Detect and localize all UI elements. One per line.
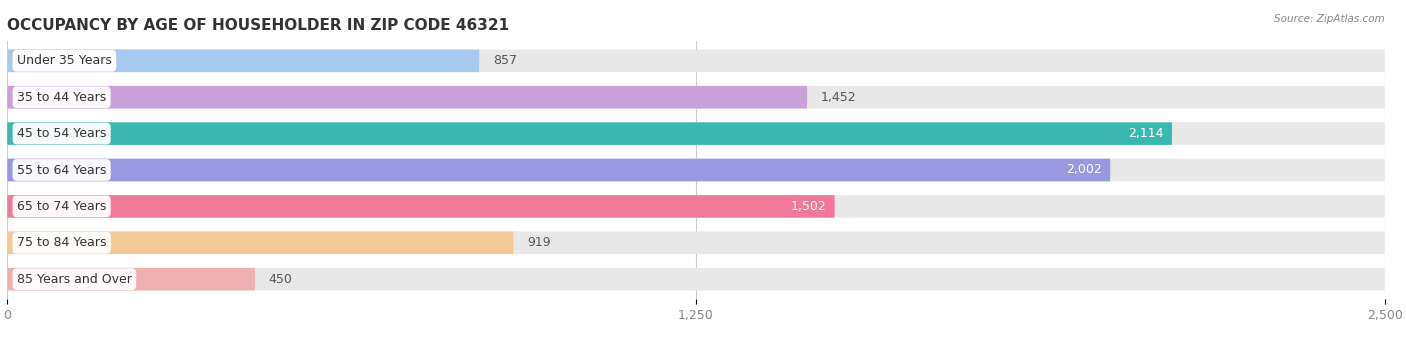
Text: OCCUPANCY BY AGE OF HOUSEHOLDER IN ZIP CODE 46321: OCCUPANCY BY AGE OF HOUSEHOLDER IN ZIP C… [7,18,509,33]
Text: 1,452: 1,452 [821,91,856,104]
Text: 85 Years and Over: 85 Years and Over [17,273,132,286]
FancyBboxPatch shape [7,122,1173,145]
Text: 857: 857 [494,54,517,67]
Text: Under 35 Years: Under 35 Years [17,54,112,67]
FancyBboxPatch shape [7,195,835,218]
FancyBboxPatch shape [7,50,1385,72]
Text: 2,114: 2,114 [1129,127,1164,140]
Text: Source: ZipAtlas.com: Source: ZipAtlas.com [1274,14,1385,23]
FancyBboxPatch shape [7,122,1385,145]
Text: 1,502: 1,502 [790,200,827,213]
Text: 919: 919 [527,236,551,249]
FancyBboxPatch shape [7,232,1385,254]
FancyBboxPatch shape [7,159,1385,181]
FancyBboxPatch shape [7,268,254,290]
FancyBboxPatch shape [7,268,1385,290]
Text: 45 to 54 Years: 45 to 54 Years [17,127,107,140]
Text: 55 to 64 Years: 55 to 64 Years [17,164,107,176]
FancyBboxPatch shape [7,232,513,254]
Text: 2,002: 2,002 [1066,164,1102,176]
FancyBboxPatch shape [7,195,1385,218]
FancyBboxPatch shape [7,159,1111,181]
Text: 450: 450 [269,273,292,286]
Text: 75 to 84 Years: 75 to 84 Years [17,236,107,249]
Text: 35 to 44 Years: 35 to 44 Years [17,91,107,104]
FancyBboxPatch shape [7,50,479,72]
FancyBboxPatch shape [7,86,807,108]
Text: 65 to 74 Years: 65 to 74 Years [17,200,107,213]
FancyBboxPatch shape [7,86,1385,108]
